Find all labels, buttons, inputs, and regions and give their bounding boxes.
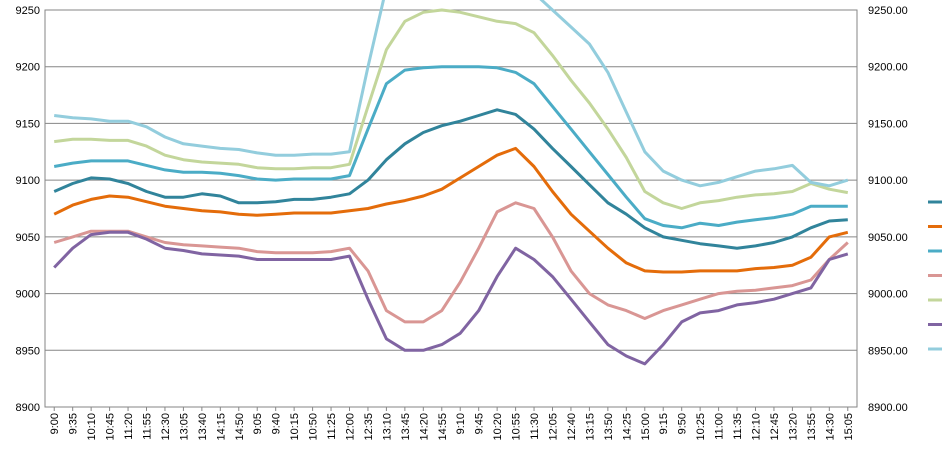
y-tick-label-left: 8950: [16, 345, 40, 357]
series-line-4: [53, 201, 849, 324]
x-tick-label: 9:40: [271, 413, 283, 434]
x-tick-label: 10:10: [86, 413, 98, 441]
series-line-6: [53, 230, 849, 366]
x-tick-label: 9:00: [49, 413, 61, 434]
x-tick-label: 11:35: [732, 413, 744, 440]
y-tick-label-right: 9200.00: [868, 62, 908, 74]
y-tick-label-left: 9100: [16, 175, 40, 187]
x-tick-label: 14:15: [215, 413, 227, 441]
x-tick-label: 12:40: [566, 413, 578, 441]
x-tick-label: 14:20: [418, 413, 430, 441]
y-tick-label-right: 9050.00: [868, 232, 908, 244]
x-tick-label: 13:10: [381, 413, 393, 441]
plot-area: [44, 9, 858, 408]
series-line-3: [53, 65, 848, 230]
x-tick-label: 9:15: [658, 413, 670, 434]
x-tick-label: 9:10: [455, 413, 467, 434]
y-tick-label-left: 8900: [16, 402, 40, 414]
x-tick-label: 11:55: [142, 413, 154, 440]
x-tick-label: 9:45: [474, 413, 486, 434]
series-line-5: [54, 8, 849, 210]
y-tick-label-right: 9150.00: [868, 118, 908, 130]
x-tick-label: 11:20: [123, 413, 135, 440]
x-tick-label: 12:45: [769, 413, 781, 441]
x-tick-label: 13:15: [584, 413, 596, 441]
y-tick-label-right: 9100.00: [868, 175, 908, 187]
x-tick-label: 13:05: [178, 413, 190, 441]
x-tick-label: 12:00: [345, 413, 357, 441]
x-tick-label: 10:55: [511, 413, 523, 441]
x-tick-label: 9:50: [677, 413, 689, 434]
y-tick-label-left: 9200: [16, 62, 40, 74]
x-tick-label: 11:25: [326, 413, 338, 440]
x-tick-label: 11:00: [714, 413, 726, 440]
x-tick-label: 10:45: [105, 413, 117, 441]
y-tick-label-right: 9250.00: [868, 5, 908, 17]
x-tick-label: 14:25: [621, 413, 633, 441]
y-tick-label-left: 9000: [16, 289, 40, 301]
series-line-2: [53, 146, 849, 274]
x-tick-label: 12:30: [160, 413, 172, 441]
y-tick-label-right: 8950.00: [868, 345, 908, 357]
x-tick-label: 15:00: [640, 413, 652, 441]
x-tick-label: 14:30: [824, 413, 836, 441]
series-line-1: [53, 108, 848, 250]
x-tick-label: 9:35: [68, 413, 80, 434]
y-tick-label-right: 8900.00: [868, 402, 908, 414]
y-tick-label-left: 9250: [16, 5, 40, 17]
series-line-7: [54, 0, 849, 188]
x-tick-label: 15:05: [843, 413, 855, 441]
x-tick-label: 13:45: [400, 413, 412, 441]
x-tick-label: 12:35: [363, 413, 375, 441]
x-tick-label: 13:20: [787, 413, 799, 441]
y-tick-label-left: 9150: [16, 118, 40, 130]
x-tick-label: 10:25: [695, 413, 707, 441]
x-tick-label: 10:50: [308, 413, 320, 441]
x-tick-label: 12:10: [751, 413, 763, 441]
x-tick-label: 12:05: [548, 413, 560, 441]
x-tick-label: 13:50: [603, 413, 615, 441]
x-tick-label: 11:30: [529, 413, 541, 440]
x-tick-label: 10:20: [492, 413, 504, 441]
x-tick-label: 14:55: [437, 413, 449, 441]
y-tick-label-left: 9050: [16, 232, 40, 244]
x-tick-label: 14:50: [234, 413, 246, 441]
x-tick-label: 9:05: [252, 413, 264, 434]
y-tick-label-right: 9000.00: [868, 289, 908, 301]
x-tick-label: 13:55: [806, 413, 818, 441]
x-tick-label: 13:40: [197, 413, 209, 441]
x-tick-label: 10:15: [289, 413, 301, 441]
